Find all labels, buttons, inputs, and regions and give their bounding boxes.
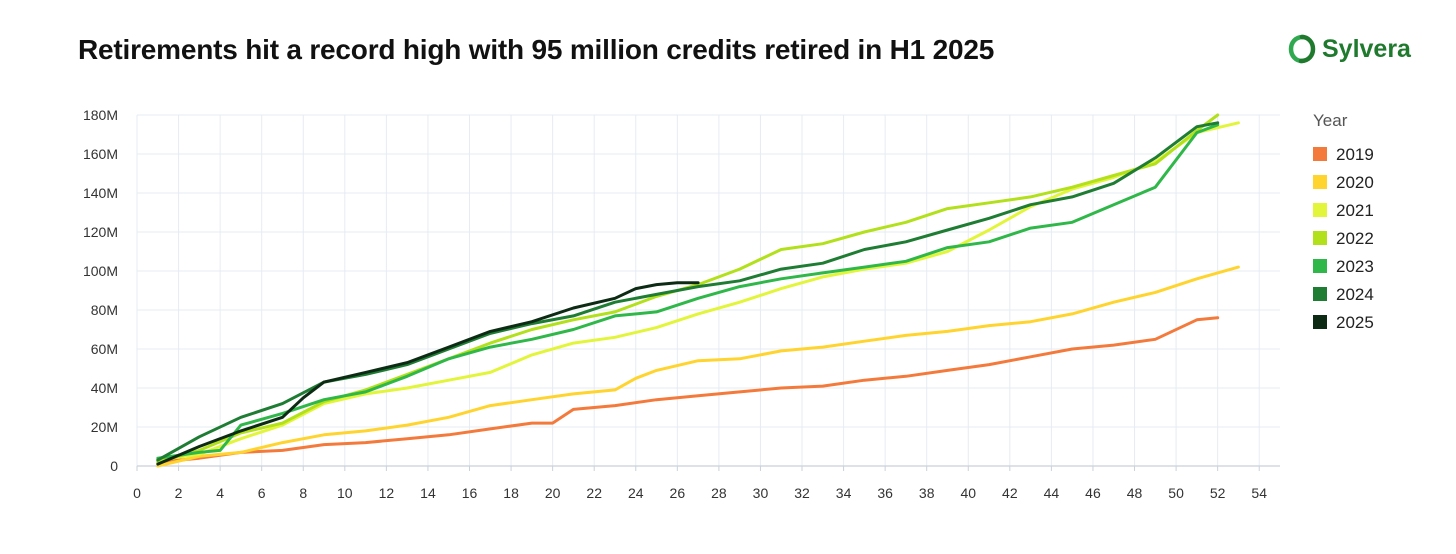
legend-swatch-2019 bbox=[1313, 147, 1327, 161]
x-tick-label: 30 bbox=[753, 485, 769, 501]
x-tick-label: 42 bbox=[1002, 485, 1018, 501]
brand-name: Sylvera bbox=[1322, 34, 1411, 63]
x-tick-label: 16 bbox=[462, 485, 478, 501]
x-tick-label: 10 bbox=[337, 485, 353, 501]
x-tick-label: 34 bbox=[836, 485, 852, 501]
series-line-2021 bbox=[156, 121, 1240, 462]
x-tick-label: 6 bbox=[258, 485, 266, 501]
x-tick-label: 8 bbox=[299, 485, 307, 501]
y-tick-label: 40M bbox=[91, 380, 118, 396]
x-tick-label: 28 bbox=[711, 485, 727, 501]
x-tick-label: 20 bbox=[545, 485, 561, 501]
series-lines bbox=[156, 113, 1240, 468]
legend: Year 2019 2020 2021 2022 2023 2024 2025 bbox=[1313, 111, 1374, 332]
legend-label-2023: 2023 bbox=[1336, 257, 1374, 276]
series-line-2025 bbox=[156, 281, 700, 466]
legend-swatch-2021 bbox=[1313, 203, 1327, 217]
y-tick-label: 140M bbox=[83, 185, 118, 201]
grid bbox=[136, 114, 1280, 467]
series-line-2023 bbox=[156, 123, 1220, 460]
legend-swatch-2022 bbox=[1313, 231, 1327, 245]
y-tick-label: 0 bbox=[110, 458, 118, 474]
y-tick-label: 20M bbox=[91, 419, 118, 435]
y-tick-label: 100M bbox=[83, 263, 118, 279]
x-tick-label: 4 bbox=[216, 485, 224, 501]
x-tick-label: 46 bbox=[1085, 485, 1101, 501]
legend-label-2019: 2019 bbox=[1336, 145, 1374, 164]
y-tick-label: 180M bbox=[83, 107, 118, 123]
sylvera-leaf-icon bbox=[1288, 34, 1316, 64]
y-tick-label: 80M bbox=[91, 302, 118, 318]
x-tick-label: 40 bbox=[960, 485, 976, 501]
legend-swatch-2023 bbox=[1313, 259, 1327, 273]
series-line-2020 bbox=[156, 265, 1240, 468]
legend-title: Year bbox=[1313, 111, 1348, 130]
legend-label-2022: 2022 bbox=[1336, 229, 1374, 248]
legend-label-2025: 2025 bbox=[1336, 313, 1374, 332]
x-tick-label: 14 bbox=[420, 485, 436, 501]
x-tick-label: 12 bbox=[379, 485, 395, 501]
x-tick-label: 38 bbox=[919, 485, 935, 501]
y-tick-label: 60M bbox=[91, 341, 118, 357]
legend-swatch-2024 bbox=[1313, 287, 1327, 301]
y-tick-label: 120M bbox=[83, 224, 118, 240]
x-tick-label: 2 bbox=[175, 485, 183, 501]
x-tick-label: 48 bbox=[1127, 485, 1143, 501]
x-tick-label: 52 bbox=[1210, 485, 1226, 501]
x-tick-label: 32 bbox=[794, 485, 810, 501]
legend-label-2020: 2020 bbox=[1336, 173, 1374, 192]
series-line-2019 bbox=[156, 316, 1220, 464]
y-tick-label: 160M bbox=[83, 146, 118, 162]
legend-label-2021: 2021 bbox=[1336, 201, 1374, 220]
sylvera-logo: Sylvera bbox=[1288, 34, 1411, 64]
series-line-2024 bbox=[156, 121, 1220, 462]
legend-swatch-2025 bbox=[1313, 315, 1327, 329]
legend-swatch-2020 bbox=[1313, 175, 1327, 189]
x-tick-label: 54 bbox=[1251, 485, 1267, 501]
x-tick-label: 0 bbox=[133, 485, 141, 501]
x-tick-label: 44 bbox=[1044, 485, 1060, 501]
x-tick-label: 26 bbox=[670, 485, 686, 501]
x-tick-label: 50 bbox=[1168, 485, 1184, 501]
chart-title: Retirements hit a record high with 95 mi… bbox=[78, 34, 995, 65]
x-tick-label: 24 bbox=[628, 485, 644, 501]
legend-label-2024: 2024 bbox=[1336, 285, 1374, 304]
x-tick-label: 22 bbox=[586, 485, 602, 501]
x-tick-label: 18 bbox=[503, 485, 519, 501]
x-tick-label: 36 bbox=[877, 485, 893, 501]
